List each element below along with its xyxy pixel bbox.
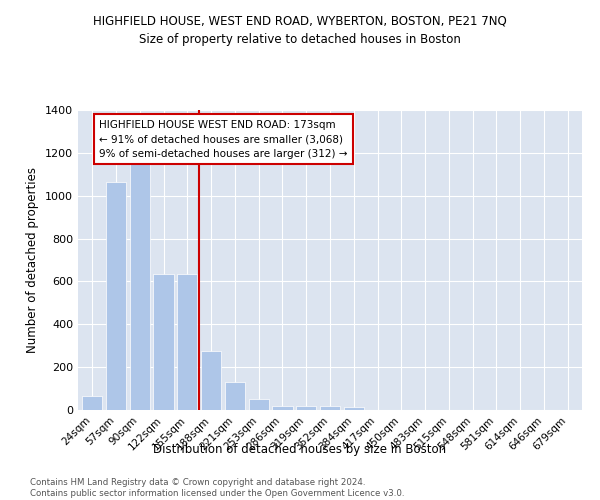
Bar — [106, 182, 126, 410]
Text: Contains HM Land Registry data © Crown copyright and database right 2024.
Contai: Contains HM Land Registry data © Crown c… — [30, 478, 404, 498]
Text: Size of property relative to detached houses in Boston: Size of property relative to detached ho… — [139, 32, 461, 46]
Bar — [201, 351, 221, 410]
Text: HIGHFIELD HOUSE WEST END ROAD: 173sqm
← 91% of detached houses are smaller (3,06: HIGHFIELD HOUSE WEST END ROAD: 173sqm ← … — [100, 120, 348, 159]
Bar — [272, 406, 293, 410]
Y-axis label: Number of detached properties: Number of detached properties — [26, 167, 40, 353]
Bar — [225, 382, 245, 410]
Bar — [296, 406, 316, 410]
Bar — [344, 407, 364, 410]
Bar — [177, 274, 197, 410]
Bar — [320, 406, 340, 410]
Text: HIGHFIELD HOUSE, WEST END ROAD, WYBERTON, BOSTON, PE21 7NQ: HIGHFIELD HOUSE, WEST END ROAD, WYBERTON… — [93, 15, 507, 28]
Bar — [248, 400, 269, 410]
Bar — [82, 396, 103, 410]
Text: Distribution of detached houses by size in Boston: Distribution of detached houses by size … — [154, 442, 446, 456]
Bar — [130, 162, 150, 410]
Bar — [154, 274, 173, 410]
